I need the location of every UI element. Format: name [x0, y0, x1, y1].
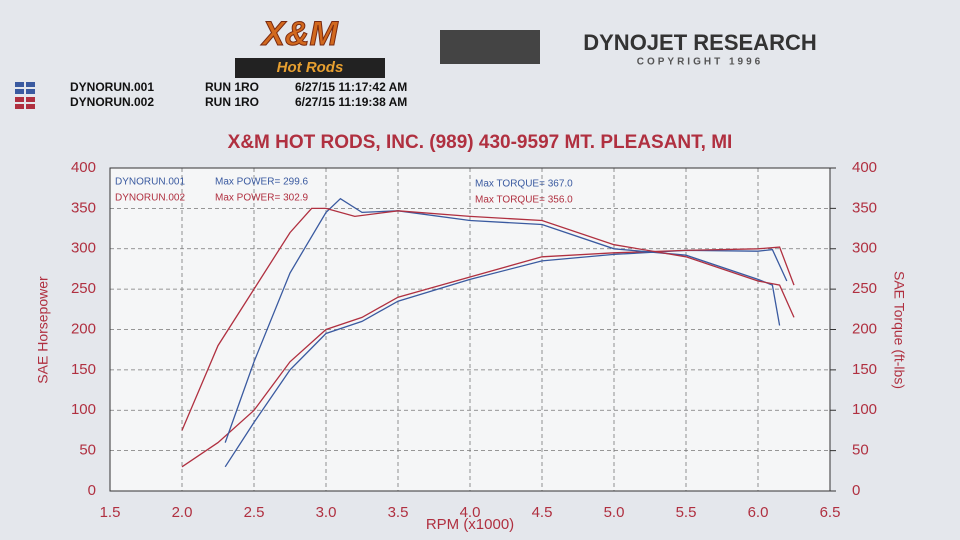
legend-swatch [26, 104, 35, 109]
y-tick-label: 200 [71, 320, 96, 337]
legend-datetime: 6/27/15 11:19:38 AM [295, 95, 407, 109]
y2-tick-label: 300 [852, 240, 877, 257]
legend-run: RUN 1RO [205, 80, 259, 94]
y2-tick-label: 250 [852, 280, 877, 297]
legend-swatch [26, 82, 35, 87]
logo-band [235, 58, 385, 78]
logo-right-sub: COPYRIGHT 1996 [637, 57, 763, 68]
x-tick-label: 5.5 [676, 504, 697, 521]
chart-title: X&M HOT RODS, INC. (989) 430-9597 MT. PL… [228, 132, 733, 153]
y2-tick-label: 0 [852, 482, 860, 499]
legend-run: RUN 1RO [205, 95, 259, 109]
y2-tick-label: 100 [852, 401, 877, 418]
y2-tick-label: 400 [852, 159, 877, 176]
legend-swatch [26, 89, 35, 94]
y-axis-label: SAE Horsepower [35, 276, 51, 384]
y-tick-label: 150 [71, 361, 96, 378]
y-tick-label: 250 [71, 280, 96, 297]
annotation: DYNORUN.002 [115, 193, 185, 204]
legend-datetime: 6/27/15 11:17:42 AM [295, 80, 407, 94]
x-tick-label: 2.0 [172, 504, 193, 521]
legend-swatch [15, 89, 24, 94]
series-line [181, 246, 795, 468]
series-line [224, 197, 781, 443]
y2-tick-label: 200 [852, 320, 877, 337]
logo-right: DYNOJET RESEARCH [583, 30, 816, 55]
legend-swatch [26, 97, 35, 102]
y2-tick-label: 350 [852, 199, 877, 216]
annotation: DYNORUN.001 [115, 177, 185, 188]
y-tick-label: 50 [79, 442, 96, 459]
x-tick-label: 6.0 [748, 504, 769, 521]
plot-frame [109, 167, 831, 492]
logo-left-sub: Hot Rods [277, 59, 344, 76]
y2-axis-label: SAE Torque (ft-lbs) [891, 271, 907, 389]
series-line [181, 207, 795, 431]
y-tick-label: 350 [71, 199, 96, 216]
y-tick-label: 100 [71, 401, 96, 418]
legend-name: DYNORUN.002 [70, 95, 154, 109]
x-tick-label: 2.5 [244, 504, 265, 521]
x-tick-label: 1.5 [100, 504, 121, 521]
y-tick-label: 400 [71, 159, 96, 176]
y2-tick-label: 150 [852, 361, 877, 378]
annotation: Max POWER= 302.9 [215, 193, 309, 204]
x-tick-label: 4.5 [532, 504, 553, 521]
x-tick-label: 3.5 [388, 504, 409, 521]
x-tick-label: 4.0 [460, 504, 481, 521]
x-tick-label: 6.5 [820, 504, 841, 521]
annotation: Max TORQUE= 367.0 [475, 179, 573, 190]
x-tick-label: 5.0 [604, 504, 625, 521]
dynojet-badge [440, 30, 540, 64]
annotation: Max TORQUE= 356.0 [475, 195, 573, 206]
x-axis-label: RPM (x1000) [426, 516, 514, 533]
logo-left: X&M [260, 15, 338, 53]
y-tick-label: 300 [71, 240, 96, 257]
x-tick-label: 3.0 [316, 504, 337, 521]
series-line [224, 248, 788, 468]
y2-tick-label: 50 [852, 442, 869, 459]
legend-name: DYNORUN.001 [70, 80, 154, 94]
annotation: Max POWER= 299.6 [215, 177, 309, 188]
legend-swatch [15, 82, 24, 87]
y-tick-label: 0 [88, 482, 96, 499]
legend-swatch [15, 104, 24, 109]
legend-swatch [15, 97, 24, 102]
